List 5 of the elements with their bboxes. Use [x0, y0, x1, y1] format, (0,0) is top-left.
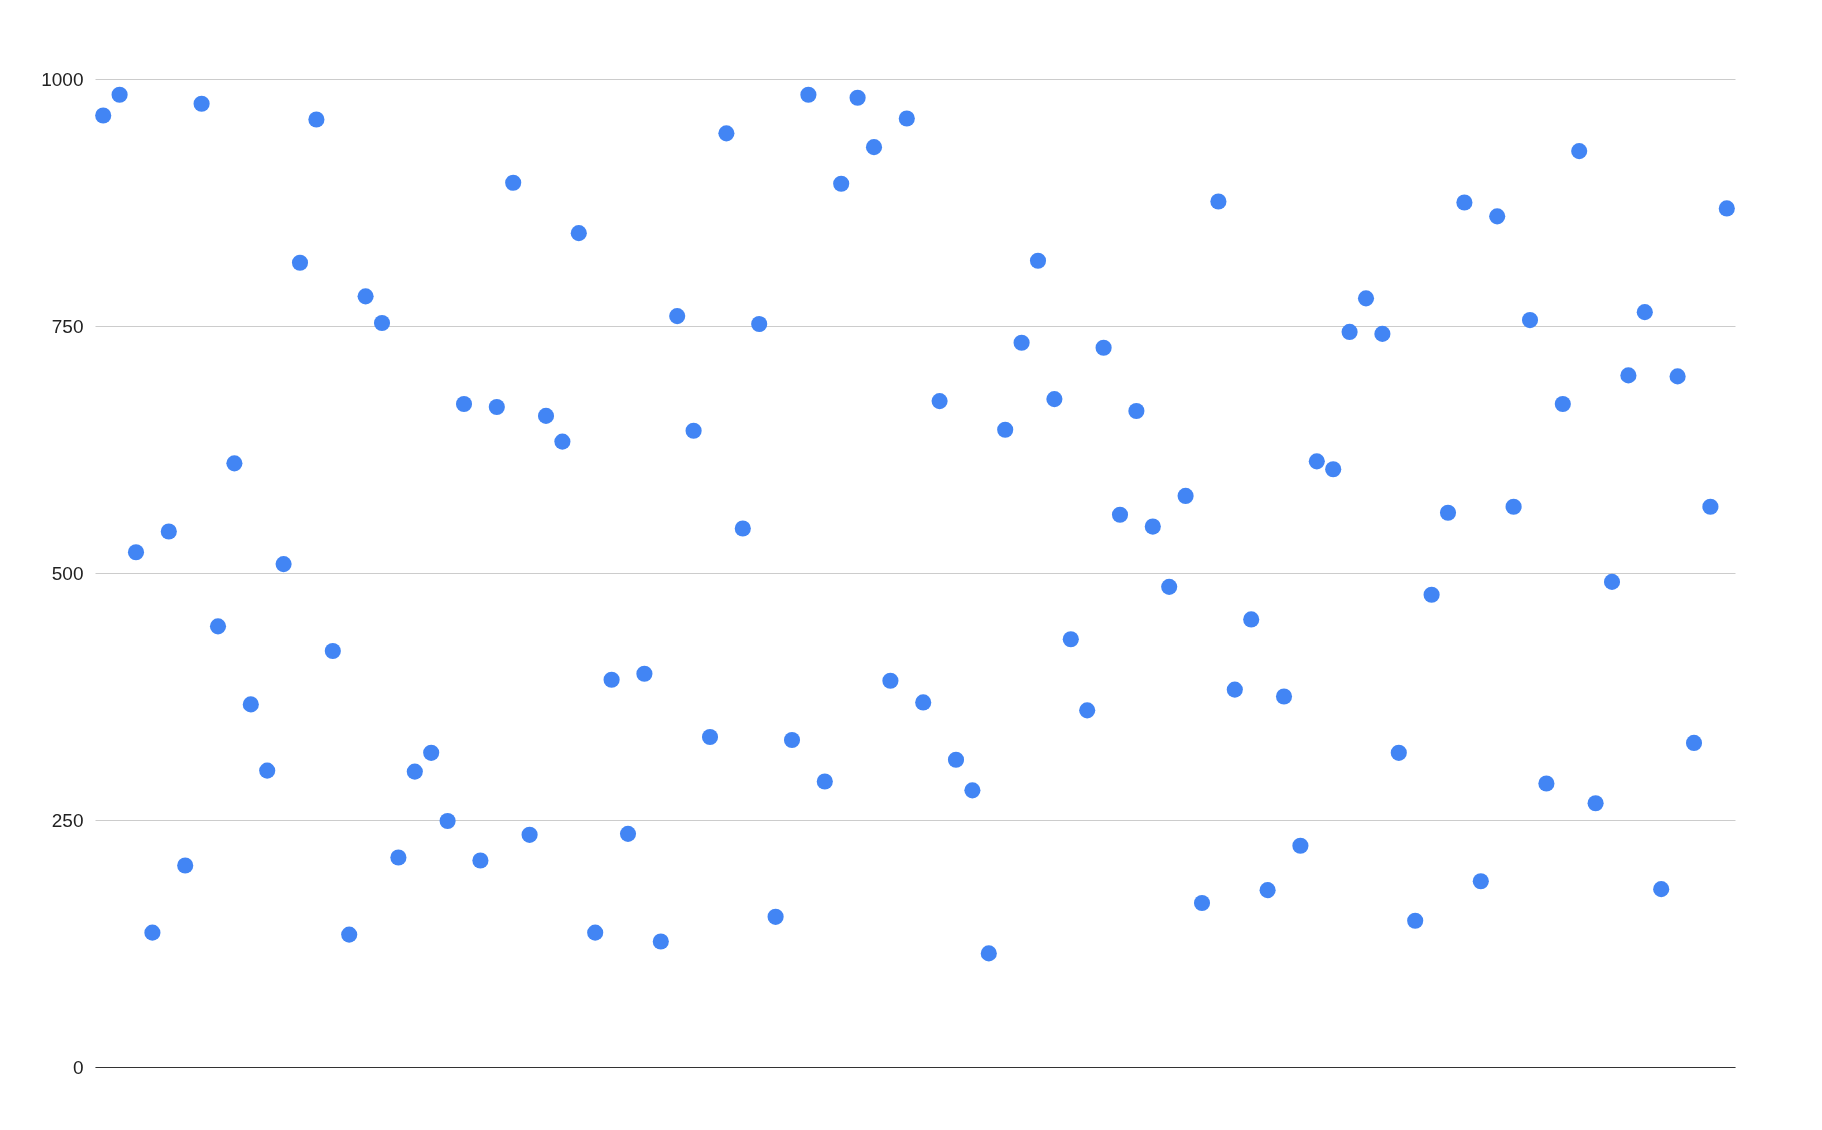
y-tick-label: 0: [72, 1056, 84, 1078]
y-tick-label: 750: [51, 315, 84, 337]
y-tick-label: 500: [51, 562, 84, 584]
y-tick-label: 1000: [41, 68, 84, 90]
y-tick-label: 250: [51, 809, 84, 831]
